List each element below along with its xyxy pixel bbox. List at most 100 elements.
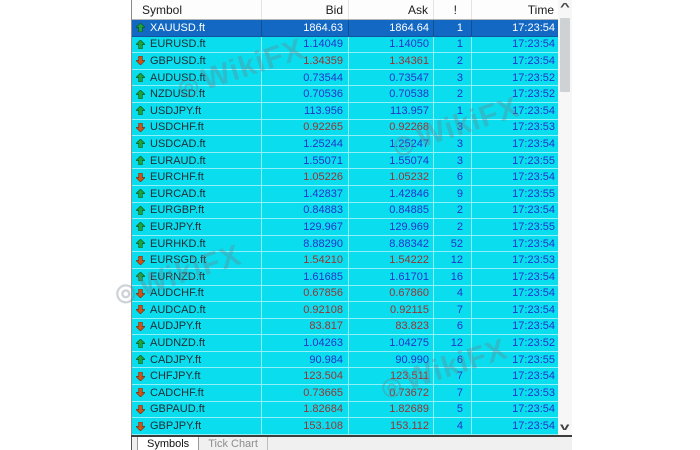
quote-row[interactable]: CADJPY.ft 90.984 90.990 6 17:23:55 (132, 351, 558, 369)
time-cell: 17:23:54 (512, 237, 555, 250)
time-cell: 17:23:55 (512, 187, 555, 200)
quote-row[interactable]: EURGBP.ft 0.84883 0.84885 2 17:23:54 (132, 202, 558, 220)
vertical-scrollbar[interactable]: ^ v (558, 0, 572, 435)
symbol-label: AUDNZD.ft (150, 337, 205, 350)
symbol-cell: CADJPY.ft (132, 351, 262, 368)
symbol-cell: GBPUSD.ft (132, 53, 262, 69)
symbol-label: GBPUSD.ft (150, 54, 206, 67)
quote-row[interactable]: GBPUSD.ft 1.34359 1.34361 2 17:23:54 (132, 53, 558, 70)
tab-symbols[interactable]: Symbols (137, 437, 200, 450)
spread-cell: 6 (434, 318, 472, 335)
quote-row[interactable]: GBPJPY.ft 153.108 153.112 4 17:23:54 (132, 418, 558, 435)
bid-cell: 1.04263 (262, 335, 349, 351)
scroll-up-arrow-icon[interactable]: ^ (560, 2, 570, 13)
time-cell: 17:23:55 (512, 353, 555, 366)
up-arrow-icon (136, 73, 145, 83)
down-arrow-icon (136, 172, 145, 182)
symbol-label: USDJPY.ft (150, 104, 202, 117)
quote-row[interactable]: EURCAD.ft 1.42837 1.42846 9 17:23:55 (132, 185, 558, 203)
spread-cell: 2 (434, 53, 472, 69)
quote-row[interactable]: AUDUSD.ft 0.73544 0.73547 3 17:23:52 (132, 69, 558, 87)
quote-row[interactable]: USDCHF.ft 0.92265 0.92268 3 17:23:53 (132, 119, 558, 137)
symbol-label: EURGBP.ft (150, 204, 205, 217)
quote-row[interactable]: CADCHF.ft 0.73665 0.73672 7 17:23:53 (132, 385, 558, 402)
bid-cell: 1.82684 (262, 401, 349, 418)
time-cell: 17:23:54 (512, 54, 555, 67)
symbol-label: EURAUD.ft (150, 154, 206, 167)
time-cell: 17:23:55 (512, 220, 555, 233)
column-header-time[interactable]: Time (527, 2, 554, 17)
ask-cell: 1.25247 (349, 136, 434, 152)
column-header-symbol[interactable]: Symbol (132, 0, 262, 19)
up-arrow-icon (136, 89, 145, 99)
spread-cell: 1 (434, 20, 472, 36)
quote-row[interactable]: EURUSD.ft 1.14049 1.14050 1 17:23:54 (132, 36, 558, 54)
symbol-label: EURCAD.ft (150, 187, 206, 200)
quote-row[interactable]: CHFJPY.ft 123.504 123.511 7 17:23:54 (132, 368, 558, 386)
spread-cell: 3 (434, 69, 472, 86)
quote-row[interactable]: EURNZD.ft 1.61685 1.61701 16 17:23:54 (132, 268, 558, 286)
up-arrow-icon (136, 355, 145, 365)
spread-cell: 3 (434, 136, 472, 152)
up-arrow-icon (136, 106, 145, 116)
spread-cell: 9 (434, 185, 472, 202)
bid-cell: 1.55071 (262, 152, 349, 169)
table-bottom-border (131, 435, 572, 437)
bid-cell: 123.504 (262, 368, 349, 385)
ask-cell: 8.88342 (349, 235, 434, 252)
time-cell: 17:23:54 (512, 21, 555, 34)
symbol-label: EURCHF.ft (150, 171, 204, 184)
quote-row[interactable]: AUDJPY.ft 83.817 83.823 6 17:23:54 (132, 318, 558, 336)
quote-row[interactable]: EURHKD.ft 8.88290 8.88342 52 17:23:54 (132, 235, 558, 253)
down-arrow-icon (136, 321, 145, 331)
symbol-label: CADCHF.ft (150, 386, 204, 399)
quote-row[interactable]: EURJPY.ft 129.967 129.969 2 17:23:55 (132, 219, 558, 236)
quote-row[interactable]: AUDCHF.ft 0.67856 0.67860 4 17:23:54 (132, 285, 558, 303)
quote-row[interactable]: USDCAD.ft 1.25244 1.25247 3 17:23:54 (132, 136, 558, 153)
scroll-down-arrow-icon[interactable]: v (560, 422, 570, 433)
time-cell: 17:23:53 (512, 121, 555, 134)
quote-row[interactable]: NZDUSD.ft 0.70536 0.70538 2 17:23:52 (132, 86, 558, 103)
quote-row[interactable]: EURSGD.ft 1.54210 1.54222 12 17:23:53 (132, 252, 558, 269)
symbol-label: EURUSD.ft (150, 38, 206, 51)
quote-row[interactable]: XAUUSD.ft 1864.63 1864.64 1 17:23:54 (132, 20, 558, 37)
column-header-bid[interactable]: Bid (262, 0, 349, 19)
up-arrow-icon (136, 189, 145, 199)
up-arrow-icon (136, 338, 145, 348)
symbol-cell: XAUUSD.ft (132, 20, 262, 36)
bid-cell: 90.984 (262, 351, 349, 368)
down-arrow-icon (136, 305, 145, 315)
ask-cell: 1.14050 (349, 36, 434, 53)
ask-cell: 1.55074 (349, 152, 434, 169)
spread-cell: 4 (434, 418, 472, 434)
tab-tick-chart[interactable]: Tick Chart (199, 437, 268, 450)
symbol-label: USDCHF.ft (150, 121, 204, 134)
spread-cell: 5 (434, 401, 472, 418)
up-arrow-icon (136, 239, 145, 249)
quote-row[interactable]: AUDCAD.ft 0.92108 0.92115 7 17:23:54 (132, 302, 558, 319)
column-header-ask[interactable]: Ask (349, 0, 434, 19)
time-cell: 17:23:54 (512, 38, 555, 51)
symbol-cell: AUDCAD.ft (132, 302, 262, 318)
scrollbar-thumb[interactable] (560, 18, 570, 92)
symbol-cell: AUDJPY.ft (132, 318, 262, 335)
bid-cell: 8.88290 (262, 235, 349, 252)
quote-row[interactable]: GBPAUD.ft 1.82684 1.82689 5 17:23:54 (132, 401, 558, 419)
time-cell: 17:23:54 (512, 303, 555, 316)
quote-row[interactable]: USDJPY.ft 113.956 113.957 1 17:23:54 (132, 102, 558, 120)
column-header-spread[interactable]: ! (434, 0, 472, 19)
quote-row[interactable]: EURAUD.ft 1.55071 1.55074 3 17:23:55 (132, 152, 558, 170)
ask-cell: 153.112 (349, 418, 434, 434)
bid-cell: 0.84883 (262, 202, 349, 219)
spread-cell: 7 (434, 368, 472, 385)
ask-cell: 1.82689 (349, 401, 434, 418)
down-arrow-icon (136, 255, 145, 265)
symbol-cell: AUDNZD.ft (132, 335, 262, 351)
up-arrow-icon (136, 39, 145, 49)
quote-row[interactable]: EURCHF.ft 1.05226 1.05232 6 17:23:54 (132, 169, 558, 186)
up-arrow-icon (136, 222, 145, 232)
symbol-cell: GBPAUD.ft (132, 401, 262, 418)
ask-cell: 83.823 (349, 318, 434, 335)
market-watch-window: Symbol Bid Ask ! Time XAUUSD.ft 1864.63 … (131, 0, 572, 450)
quote-row[interactable]: AUDNZD.ft 1.04263 1.04275 12 17:23:52 (132, 335, 558, 352)
